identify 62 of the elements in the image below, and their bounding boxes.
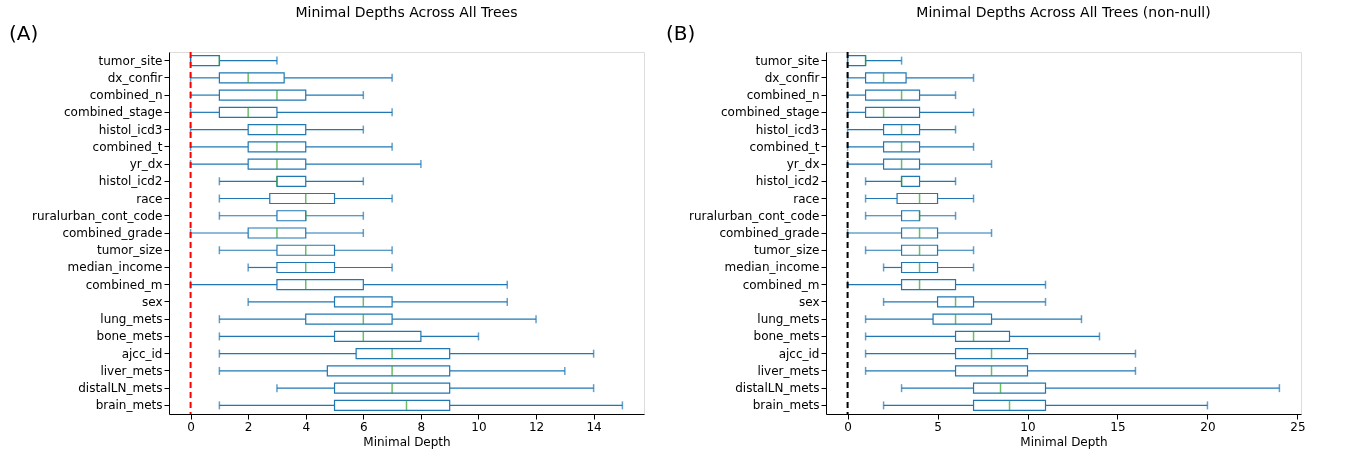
y-tick-label: race	[793, 191, 820, 206]
y-tick-label: sex	[798, 294, 820, 309]
text: (B)	[666, 21, 696, 45]
y-tick-label: combined_stage	[721, 105, 820, 120]
x-tick-label: 10	[471, 419, 487, 434]
y-tick-label: liver_mets	[757, 363, 820, 378]
y-tick-label: median_income	[67, 260, 163, 275]
y-tick-label: combined_stage	[64, 105, 163, 120]
y-tick-label: distalLN_mets	[78, 381, 163, 396]
x-tick-label: 25	[1290, 419, 1306, 434]
y-tick-label: histol_icd2	[98, 174, 163, 189]
y-tick-label: dx_confir	[764, 70, 820, 85]
x-tick-label: 6	[360, 419, 368, 434]
y-tick-label: tumor_site	[98, 53, 163, 68]
y-tick-label: combined_grade	[719, 226, 820, 240]
y-tick-label: ajcc_id	[778, 346, 820, 361]
y-tick-label: sex	[141, 294, 163, 309]
y-tick-label: combined_grade	[62, 226, 163, 240]
y-tick-label: tumor_site	[755, 53, 820, 68]
y-tick-label: histol_icd3	[755, 122, 820, 137]
y-tick-label: distalLN_mets	[735, 381, 820, 396]
y-tick-label: histol_icd2	[755, 174, 820, 189]
y-tick-label: brain_mets	[95, 398, 163, 413]
y-tick-label: median_income	[724, 260, 820, 275]
y-tick-label: histol_icd3	[98, 122, 163, 137]
y-tick-label: combined_m	[85, 277, 163, 292]
y-tick-label: yr_dx	[129, 157, 163, 172]
x-tick-label: 20	[1200, 419, 1216, 434]
x-axis-title: Minimal Depth	[363, 434, 451, 449]
y-tick-label: bone_mets	[753, 329, 820, 344]
y-tick-label: bone_mets	[96, 329, 163, 344]
y-tick-label: lung_mets	[100, 312, 163, 327]
y-tick-label: combined_n	[89, 88, 163, 103]
x-tick-label: 14	[586, 419, 602, 434]
y-tick-label: yr_dx	[786, 157, 820, 172]
x-tick-label: 8	[417, 419, 426, 434]
text: (A)	[9, 21, 39, 45]
y-tick-label: combined_n	[746, 88, 820, 103]
y-tick-label: brain_mets	[752, 398, 820, 413]
x-tick-label: 0	[844, 419, 852, 434]
y-tick-label: combined_m	[742, 277, 820, 292]
y-tick-label: ruralurban_cont_code	[689, 208, 820, 223]
y-tick-label: tumor_size	[753, 243, 820, 258]
x-tick-label: 12	[528, 419, 545, 434]
y-tick-label: liver_mets	[100, 363, 163, 378]
x-tick-label: 15	[1110, 419, 1126, 434]
y-tick-label: ajcc_id	[121, 346, 163, 361]
y-tick-label: combined_t	[749, 139, 820, 154]
x-tick-label: 4	[302, 419, 311, 434]
y-tick-label: dx_confir	[107, 70, 163, 85]
y-tick-label: lung_mets	[757, 312, 820, 327]
y-tick-label: race	[136, 191, 163, 206]
x-tick-label: 2	[244, 419, 253, 434]
x-axis-title: Minimal Depth	[1020, 434, 1108, 449]
y-tick-label: ruralurban_cont_code	[32, 208, 163, 223]
y-tick-label: combined_t	[92, 139, 163, 154]
x-tick-label: 0	[187, 419, 195, 434]
x-tick-label: 10	[1020, 419, 1036, 434]
chart-title: Minimal Depths Across All Trees	[295, 4, 518, 20]
chart-title: Minimal Depths Across All Trees (non-null)	[916, 4, 1211, 20]
x-tick-label: 5	[934, 419, 942, 434]
y-tick-label: tumor_size	[96, 243, 163, 258]
